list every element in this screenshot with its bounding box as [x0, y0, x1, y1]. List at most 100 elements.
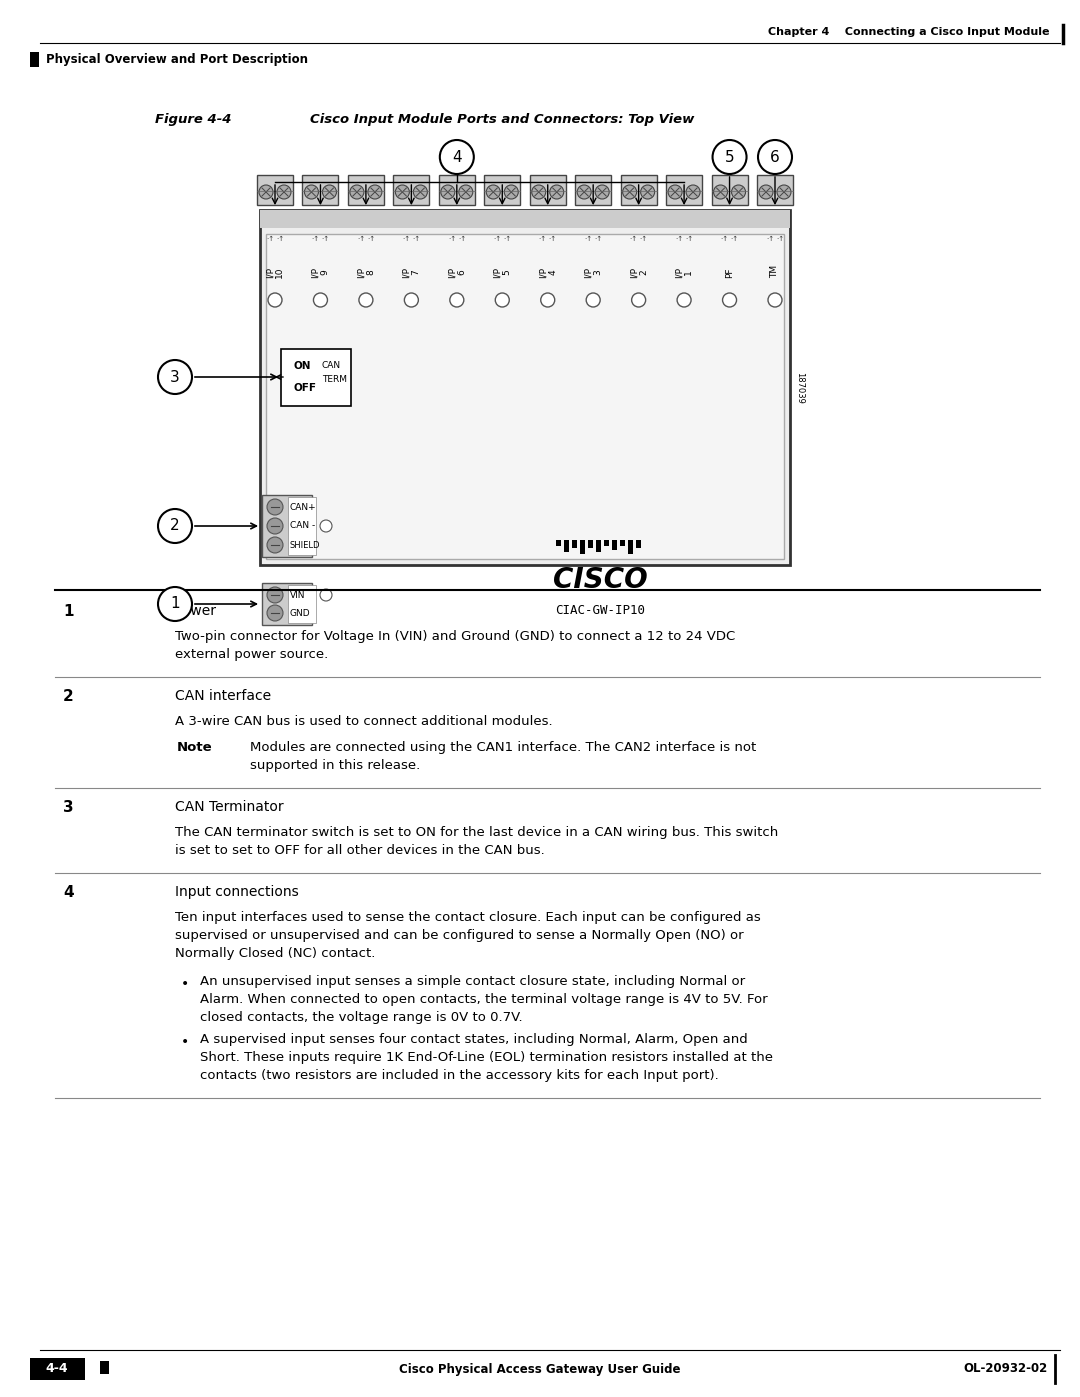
Circle shape: [320, 590, 332, 601]
Text: I/P
9: I/P 9: [311, 267, 329, 278]
Bar: [576, 175, 611, 205]
Text: I/P
7: I/P 7: [402, 267, 421, 278]
Circle shape: [158, 360, 192, 394]
Bar: [262, 583, 312, 624]
Text: 3: 3: [63, 800, 73, 814]
Circle shape: [313, 293, 327, 307]
Bar: [621, 175, 657, 205]
Circle shape: [259, 184, 273, 198]
FancyBboxPatch shape: [281, 349, 351, 407]
Text: ·↑: ·↑: [494, 236, 501, 242]
Text: 2: 2: [171, 518, 179, 534]
Text: Cisco Physical Access Gateway User Guide: Cisco Physical Access Gateway User Guide: [400, 1362, 680, 1376]
Bar: [260, 210, 789, 228]
Bar: [604, 541, 609, 546]
Circle shape: [486, 184, 500, 198]
Circle shape: [504, 184, 518, 198]
Circle shape: [758, 140, 792, 175]
Text: A 3-wire CAN bus is used to connect additional modules.: A 3-wire CAN bus is used to connect addi…: [175, 715, 553, 728]
Circle shape: [577, 184, 591, 198]
Text: Cisco Input Module Ports and Connectors: Top View: Cisco Input Module Ports and Connectors:…: [310, 113, 694, 127]
Text: ·↑: ·↑: [275, 236, 284, 242]
Bar: [266, 235, 784, 559]
Text: 5: 5: [725, 149, 734, 165]
Text: Figure 4-4: Figure 4-4: [156, 113, 231, 127]
Circle shape: [496, 293, 510, 307]
Bar: [302, 175, 338, 205]
Text: Modules are connected using the CAN1 interface. The CAN2 interface is not: Modules are connected using the CAN1 int…: [249, 740, 756, 754]
Text: contacts (two resistors are included in the accessory kits for each Input port).: contacts (two resistors are included in …: [200, 1069, 719, 1083]
Circle shape: [759, 184, 773, 198]
Text: CAN -: CAN -: [291, 521, 315, 531]
Bar: [288, 585, 316, 623]
Text: GND: GND: [291, 609, 311, 617]
Bar: [262, 495, 312, 557]
Text: ·↑: ·↑: [630, 236, 637, 242]
Text: 3: 3: [171, 369, 180, 384]
Circle shape: [404, 293, 418, 307]
Circle shape: [686, 184, 700, 198]
Circle shape: [623, 184, 636, 198]
Text: 4: 4: [453, 149, 461, 165]
Circle shape: [368, 184, 382, 198]
Bar: [348, 175, 383, 205]
Circle shape: [414, 184, 428, 198]
Text: ·↑: ·↑: [549, 236, 557, 242]
Bar: [620, 541, 625, 546]
Bar: [580, 541, 585, 555]
Text: ON: ON: [293, 360, 311, 372]
Bar: [260, 210, 789, 564]
Text: external power source.: external power source.: [175, 648, 328, 661]
Circle shape: [276, 184, 291, 198]
Text: supervised or unsupervised and can be configured to sense a Normally Open (NO) o: supervised or unsupervised and can be co…: [175, 929, 744, 942]
Text: I/P
1: I/P 1: [675, 267, 693, 278]
Text: The CAN terminator switch is set to ON for the last device in a CAN wiring bus. : The CAN terminator switch is set to ON f…: [175, 826, 779, 840]
Bar: [100, 1361, 109, 1375]
Bar: [636, 541, 642, 548]
Circle shape: [541, 293, 555, 307]
Text: CIAC-GW-IP10: CIAC-GW-IP10: [555, 604, 645, 616]
Circle shape: [723, 293, 737, 307]
Bar: [666, 175, 702, 205]
Text: ·↑: ·↑: [356, 236, 365, 242]
Text: Two-pin connector for Voltage In (VIN) and Ground (GND) to connect a 12 to 24 VD: Two-pin connector for Voltage In (VIN) a…: [175, 630, 735, 643]
Bar: [556, 541, 561, 546]
Text: CISCO: CISCO: [553, 566, 647, 594]
Bar: [712, 175, 747, 205]
Text: A supervised input senses four contact states, including Normal, Alarm, Open and: A supervised input senses four contact s…: [200, 1032, 747, 1046]
Text: ·↑: ·↑: [639, 236, 648, 242]
Circle shape: [395, 184, 409, 198]
Circle shape: [323, 184, 337, 198]
Text: ·↑: ·↑: [503, 236, 511, 242]
Text: TM: TM: [770, 265, 780, 278]
Circle shape: [531, 184, 545, 198]
Text: ·↑: ·↑: [458, 236, 465, 242]
Bar: [627, 541, 633, 555]
Bar: [572, 541, 577, 548]
Text: CAN+: CAN+: [291, 503, 316, 511]
Circle shape: [595, 184, 609, 198]
Text: ·↑: ·↑: [311, 236, 320, 242]
Circle shape: [267, 499, 283, 515]
Text: 1: 1: [171, 597, 179, 612]
Text: Power: Power: [175, 604, 217, 617]
Text: ·↑: ·↑: [448, 236, 456, 242]
Text: Ten input interfaces used to sense the contact closure. Each input can be config: Ten input interfaces used to sense the c…: [175, 911, 760, 923]
Circle shape: [158, 509, 192, 543]
Text: •: •: [180, 977, 189, 990]
Text: ·↑: ·↑: [775, 236, 784, 242]
Circle shape: [714, 184, 728, 198]
Text: Note: Note: [177, 740, 213, 754]
Circle shape: [632, 293, 646, 307]
Text: ·↑: ·↑: [413, 236, 420, 242]
Circle shape: [305, 184, 319, 198]
Text: •: •: [180, 1035, 189, 1049]
Text: I/P
3: I/P 3: [584, 267, 603, 278]
Text: is set to set to OFF for all other devices in the CAN bus.: is set to set to OFF for all other devic…: [175, 844, 544, 856]
Text: supported in this release.: supported in this release.: [249, 759, 420, 773]
Text: 1: 1: [63, 604, 73, 619]
Text: closed contacts, the voltage range is 0V to 0.7V.: closed contacts, the voltage range is 0V…: [200, 1011, 523, 1024]
Text: ·↑: ·↑: [367, 236, 375, 242]
Text: ·↑: ·↑: [766, 236, 774, 242]
Text: CAN Terminator: CAN Terminator: [175, 800, 284, 814]
